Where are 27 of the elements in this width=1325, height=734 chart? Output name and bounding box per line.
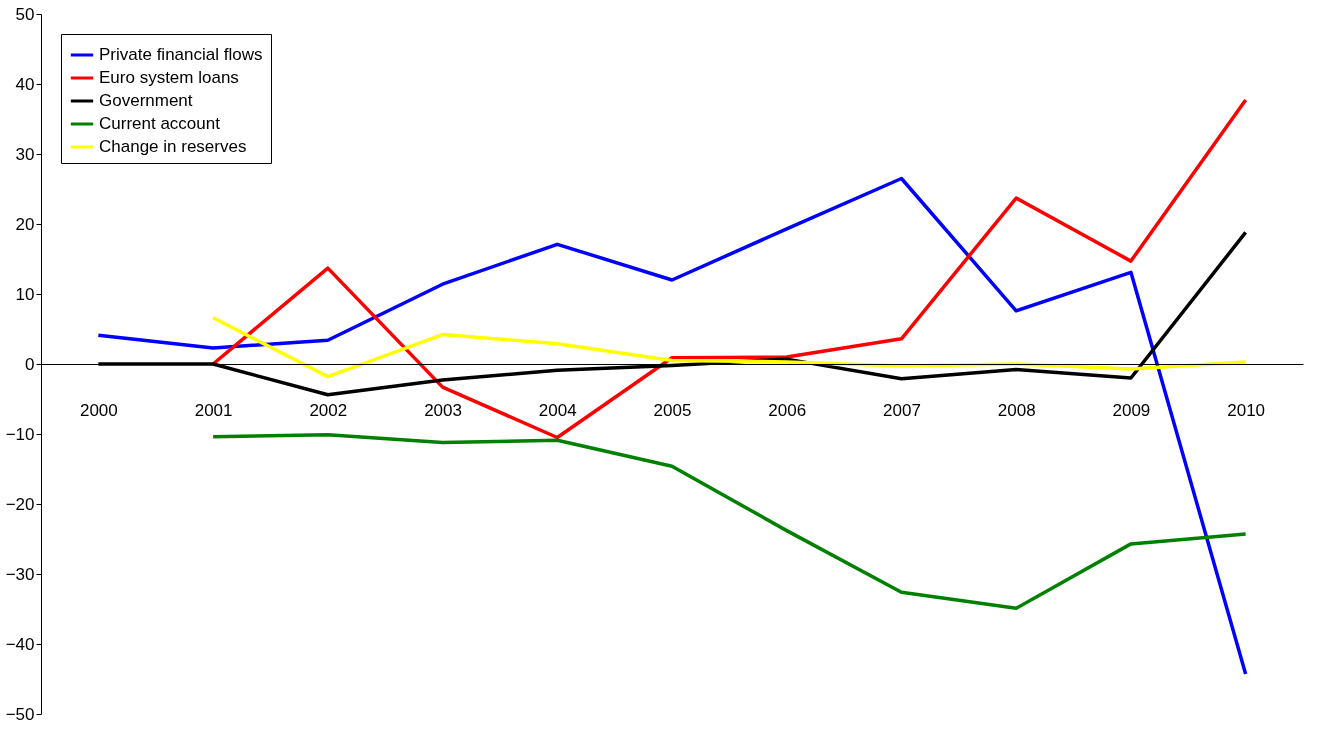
legend-label: Government: [99, 91, 193, 110]
x-tick-label: 2005: [653, 400, 692, 420]
legend-label: Current account: [99, 114, 221, 133]
x-tick-label: 2008: [997, 400, 1036, 420]
x-tick-label: 2001: [194, 400, 233, 420]
y-tick-label: −50: [5, 704, 35, 724]
y-tick-label: 50: [15, 4, 35, 24]
y-tick-label: 10: [15, 284, 35, 304]
x-tick-label: 2002: [309, 400, 348, 420]
x-tick-label: 2003: [424, 400, 462, 420]
legend-label: Change in reserves: [99, 137, 247, 156]
y-tick-label: 0: [25, 354, 35, 374]
legend-label: Private financial flows: [99, 45, 263, 64]
y-tick-label: 30: [15, 144, 35, 164]
x-tick-label: 2010: [1227, 400, 1266, 420]
y-tick-label: −10: [5, 424, 35, 444]
x-tick-label: 2004: [538, 400, 577, 420]
x-tick-label: 2007: [883, 400, 921, 420]
y-tick-label: −20: [5, 494, 35, 514]
y-tick-label: 40: [15, 74, 35, 94]
legend-label: Euro system loans: [99, 68, 239, 87]
x-tick-label: 2000: [79, 400, 118, 420]
x-tick-label: 2006: [768, 400, 807, 420]
y-tick-label: 20: [15, 214, 35, 234]
y-tick-label: −30: [5, 564, 35, 584]
x-tick-label: 2009: [1112, 400, 1151, 420]
y-tick-label: −40: [5, 634, 35, 654]
